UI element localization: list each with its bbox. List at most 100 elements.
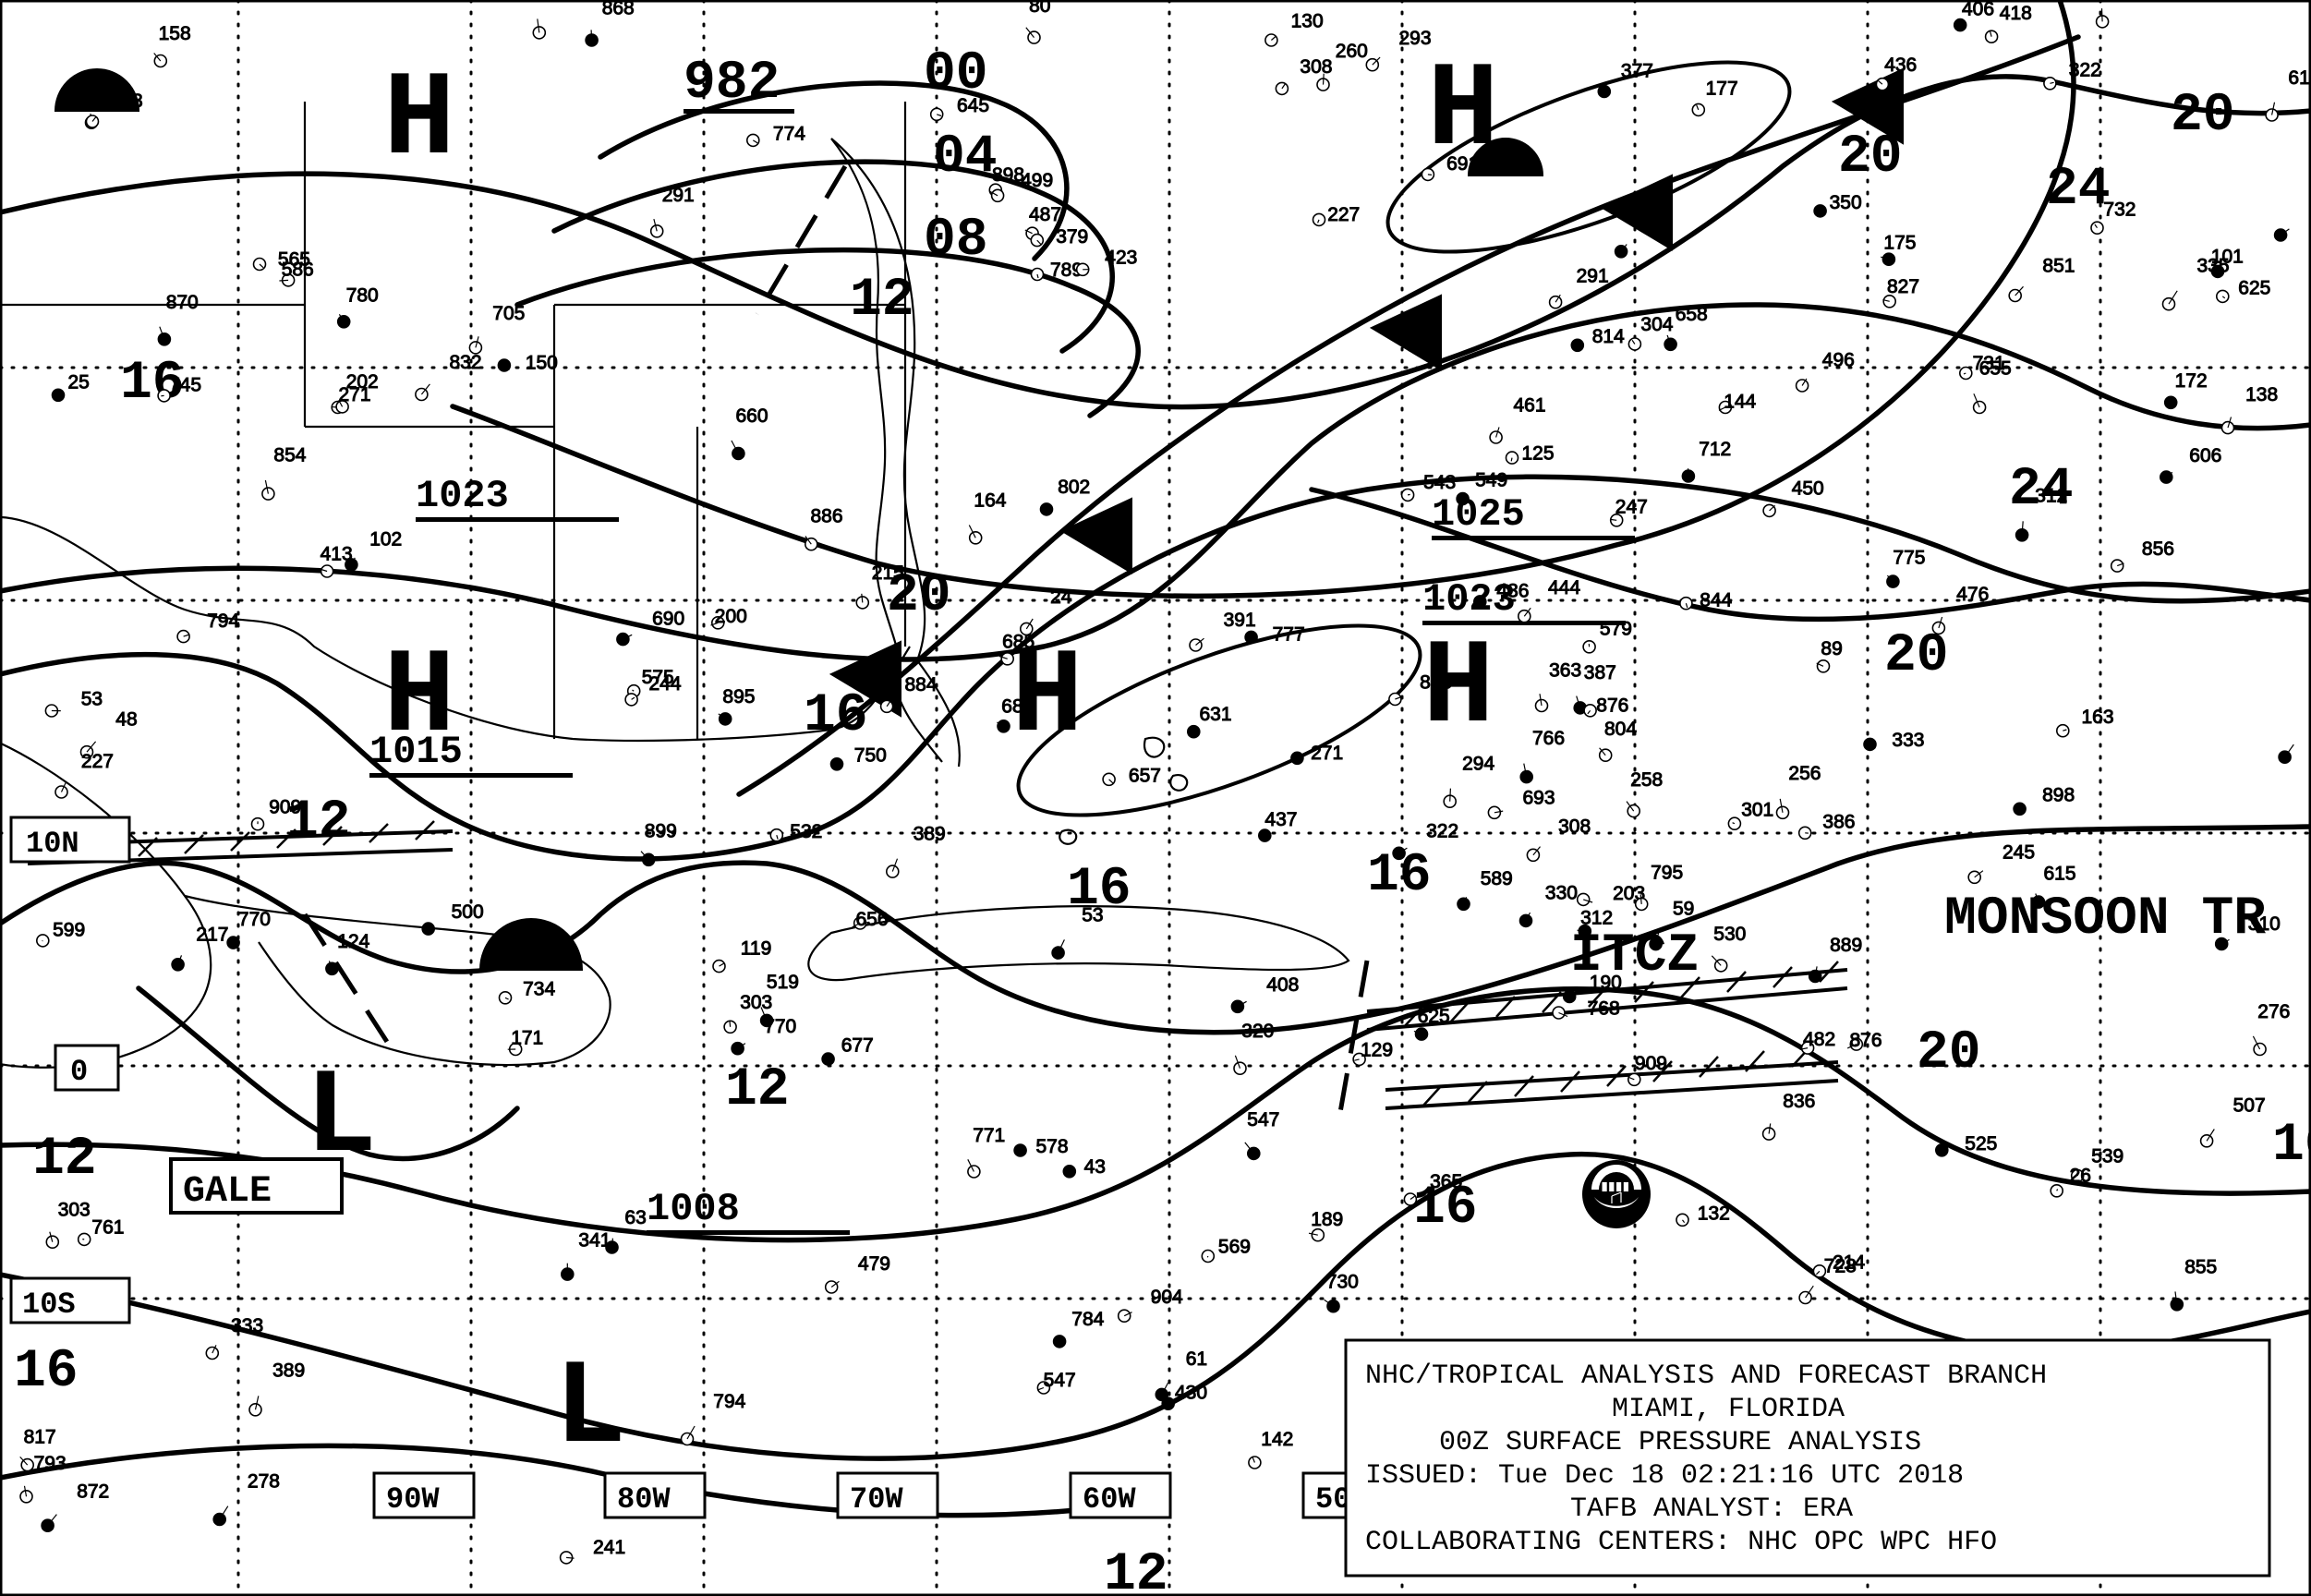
svg-text:312: 312 — [2035, 485, 2067, 506]
svg-text:24: 24 — [2046, 160, 2111, 220]
svg-text:24: 24 — [1050, 586, 1072, 608]
svg-text:854: 854 — [273, 444, 306, 466]
svg-text:20: 20 — [2171, 86, 2235, 146]
svg-text:499: 499 — [1021, 170, 1053, 191]
svg-text:53: 53 — [81, 689, 103, 710]
svg-text:487: 487 — [1029, 204, 1061, 225]
svg-text:0: 0 — [70, 1055, 88, 1089]
svg-text:895: 895 — [722, 686, 755, 707]
svg-text:227: 227 — [1327, 204, 1360, 225]
svg-text:539: 539 — [2091, 1145, 2123, 1167]
svg-text:215: 215 — [872, 562, 904, 584]
svg-text:387: 387 — [1584, 662, 1616, 683]
svg-text:10S: 10S — [22, 1288, 76, 1322]
svg-text:80W: 80W — [617, 1482, 671, 1517]
svg-text:690: 690 — [652, 609, 684, 630]
svg-text:1008: 1008 — [647, 1187, 740, 1231]
svg-text:245: 245 — [2002, 842, 2035, 864]
svg-text:308: 308 — [1558, 816, 1591, 837]
svg-text:784: 784 — [1071, 1309, 1104, 1330]
svg-text:101: 101 — [2211, 246, 2244, 267]
svg-text:436: 436 — [1884, 54, 1917, 76]
svg-text:26: 26 — [2070, 1166, 2091, 1187]
svg-text:886: 886 — [811, 506, 843, 527]
svg-text:00Z SURFACE PRESSURE ANALYSIS: 00Z SURFACE PRESSURE ANALYSIS — [1439, 1427, 1921, 1458]
svg-text:418: 418 — [2000, 3, 2032, 24]
svg-text:163: 163 — [2082, 707, 2114, 728]
svg-text:579: 579 — [1600, 619, 1632, 640]
svg-text:125: 125 — [1522, 442, 1555, 464]
svg-text:631: 631 — [1200, 704, 1232, 725]
svg-text:500: 500 — [452, 901, 484, 923]
svg-text:43: 43 — [1084, 1156, 1106, 1178]
svg-text:310: 310 — [2248, 913, 2281, 935]
svg-text:NHC/TROPICAL ANALYSIS AND FORE: NHC/TROPICAL ANALYSIS AND FORECAST BRANC… — [1365, 1360, 2047, 1392]
svg-text:430: 430 — [1175, 1383, 1207, 1404]
svg-text:138: 138 — [2245, 384, 2278, 405]
svg-text:444: 444 — [1548, 577, 1580, 598]
svg-text:693: 693 — [1523, 788, 1555, 809]
svg-text:276: 276 — [2257, 1001, 2290, 1022]
svg-text:413: 413 — [321, 543, 353, 564]
svg-text:291: 291 — [662, 185, 695, 206]
svg-text:547: 547 — [1044, 1370, 1076, 1391]
svg-text:855: 855 — [2184, 1257, 2217, 1278]
svg-text:898: 898 — [2042, 785, 2075, 806]
svg-text:322: 322 — [2069, 59, 2101, 80]
svg-text:856: 856 — [2142, 538, 2174, 560]
svg-text:750: 750 — [854, 744, 887, 766]
svg-text:898: 898 — [992, 164, 1024, 186]
svg-text:130: 130 — [1291, 11, 1324, 32]
svg-text:851: 851 — [2042, 256, 2075, 277]
svg-text:476: 476 — [1956, 584, 1989, 605]
svg-text:761: 761 — [91, 1216, 124, 1238]
svg-text:775: 775 — [1893, 548, 1925, 569]
svg-text:909: 909 — [269, 796, 301, 817]
svg-text:189: 189 — [1311, 1209, 1343, 1230]
svg-text:884: 884 — [905, 674, 938, 695]
svg-text:543: 543 — [1423, 472, 1456, 493]
svg-text:681: 681 — [1001, 696, 1034, 718]
svg-text:836: 836 — [1783, 1091, 1815, 1112]
svg-text:150: 150 — [526, 352, 558, 373]
svg-text:599: 599 — [53, 920, 85, 941]
svg-text:12: 12 — [850, 271, 914, 331]
svg-text:876: 876 — [1596, 695, 1628, 717]
svg-text:691: 691 — [1446, 153, 1479, 175]
svg-text:L: L — [554, 1342, 626, 1478]
svg-text:278: 278 — [248, 1470, 280, 1492]
svg-text:745: 745 — [169, 374, 201, 395]
svg-text:868: 868 — [602, 0, 635, 18]
svg-text:COLLABORATING CENTERS: NHC OPC: COLLABORATING CENTERS: NHC OPC WPC HFO — [1365, 1527, 1997, 1558]
svg-text:658: 658 — [1676, 304, 1708, 325]
svg-text:16: 16 — [14, 1342, 79, 1402]
svg-text:217: 217 — [196, 925, 228, 946]
svg-text:655: 655 — [1979, 358, 2012, 380]
svg-text:308: 308 — [1300, 56, 1332, 78]
svg-text:1025: 1025 — [1432, 492, 1525, 537]
svg-text:70W: 70W — [850, 1482, 903, 1517]
svg-text:606: 606 — [2189, 445, 2221, 466]
svg-text:303: 303 — [58, 1200, 91, 1221]
svg-text:705: 705 — [492, 303, 525, 324]
svg-text:260: 260 — [1336, 41, 1368, 62]
svg-text:530: 530 — [1713, 924, 1746, 945]
svg-text:333: 333 — [1892, 730, 1924, 751]
svg-text:827: 827 — [1887, 276, 1919, 297]
svg-text:129: 129 — [1361, 1039, 1393, 1060]
svg-text:870: 870 — [166, 292, 199, 313]
svg-text:645: 645 — [957, 95, 989, 116]
svg-text:263: 263 — [111, 91, 143, 112]
svg-text:244: 244 — [649, 673, 682, 695]
svg-text:389: 389 — [914, 824, 946, 845]
svg-text:377: 377 — [1621, 61, 1653, 82]
svg-text:GALE: GALE — [183, 1171, 272, 1213]
svg-text:80: 80 — [1029, 0, 1050, 17]
svg-text:304: 304 — [1640, 314, 1673, 335]
svg-text:386: 386 — [1822, 811, 1855, 832]
svg-text:615: 615 — [2044, 863, 2076, 884]
svg-text:102: 102 — [369, 528, 402, 550]
svg-text:507: 507 — [2233, 1095, 2266, 1117]
svg-text:53: 53 — [1082, 904, 1103, 925]
svg-text:256: 256 — [1788, 763, 1821, 784]
